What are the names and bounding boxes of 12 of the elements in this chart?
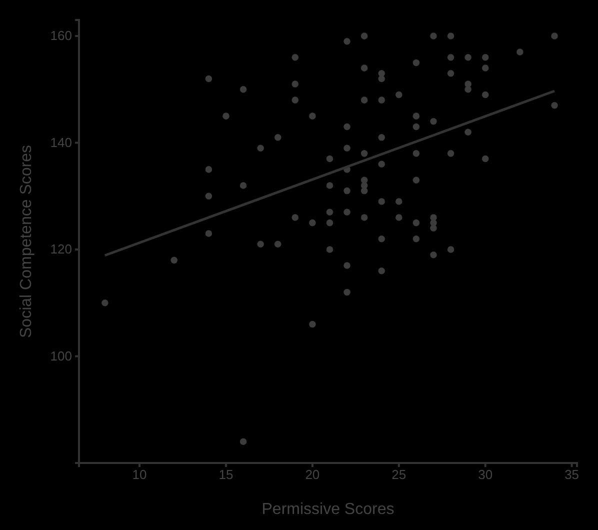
x-tick-label: 25	[392, 467, 406, 482]
y-tick-label: 140	[50, 134, 72, 150]
y-tick-label: 120	[50, 242, 72, 257]
x-tick-label: 10	[132, 467, 147, 482]
x-axis-title: Permissive Scores	[262, 501, 394, 518]
y-tick-label: 100	[50, 348, 72, 364]
x-tick-label: 30	[478, 467, 493, 482]
y-axis-title: Social Competence Scores	[18, 145, 35, 338]
y-tick-label: 160	[50, 28, 72, 44]
x-tick-label: 20	[305, 467, 320, 482]
x-tick-label: 35	[564, 467, 580, 482]
x-tick-label: 15	[218, 467, 234, 482]
